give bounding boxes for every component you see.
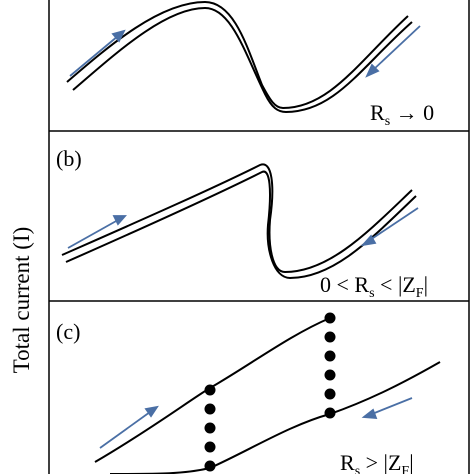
panel-b: (b) 0 < Rs < |ZF| — [56, 146, 428, 301]
panel-a-condition: Rs → 0 — [370, 100, 434, 129]
panel-b-return-curve — [65, 170, 417, 280]
panel-a-curve — [66, 0, 409, 110]
panel-c: (c) Rs > |ZF| — [56, 312, 441, 474]
panel-c-jump-dots-left — [204, 384, 216, 472]
panel-b-reverse-arrow — [360, 207, 419, 247]
panel-frames — [48, 0, 470, 474]
panel-c-condition: Rs > |ZF| — [340, 450, 414, 474]
panel-c-reverse-arrow — [361, 397, 413, 420]
panel-a-reverse-arrow — [365, 25, 421, 78]
panel-c-jump-dots-right — [324, 312, 336, 419]
panel-c-forward-arrow — [99, 405, 159, 449]
panel-b-label: (b) — [56, 146, 82, 171]
panel-c-lower-branch — [109, 361, 441, 474]
panel-a: Rs → 0 — [66, 0, 434, 129]
panel-a-return-curve — [72, 6, 413, 114]
panel-b-curve — [61, 163, 413, 274]
panel-a-forward-arrow — [69, 29, 126, 77]
panel-b-condition: 0 < Rs < |ZF| — [320, 272, 428, 301]
panel-b-forward-arrow — [67, 215, 127, 249]
panel-c-label: (c) — [56, 319, 80, 344]
